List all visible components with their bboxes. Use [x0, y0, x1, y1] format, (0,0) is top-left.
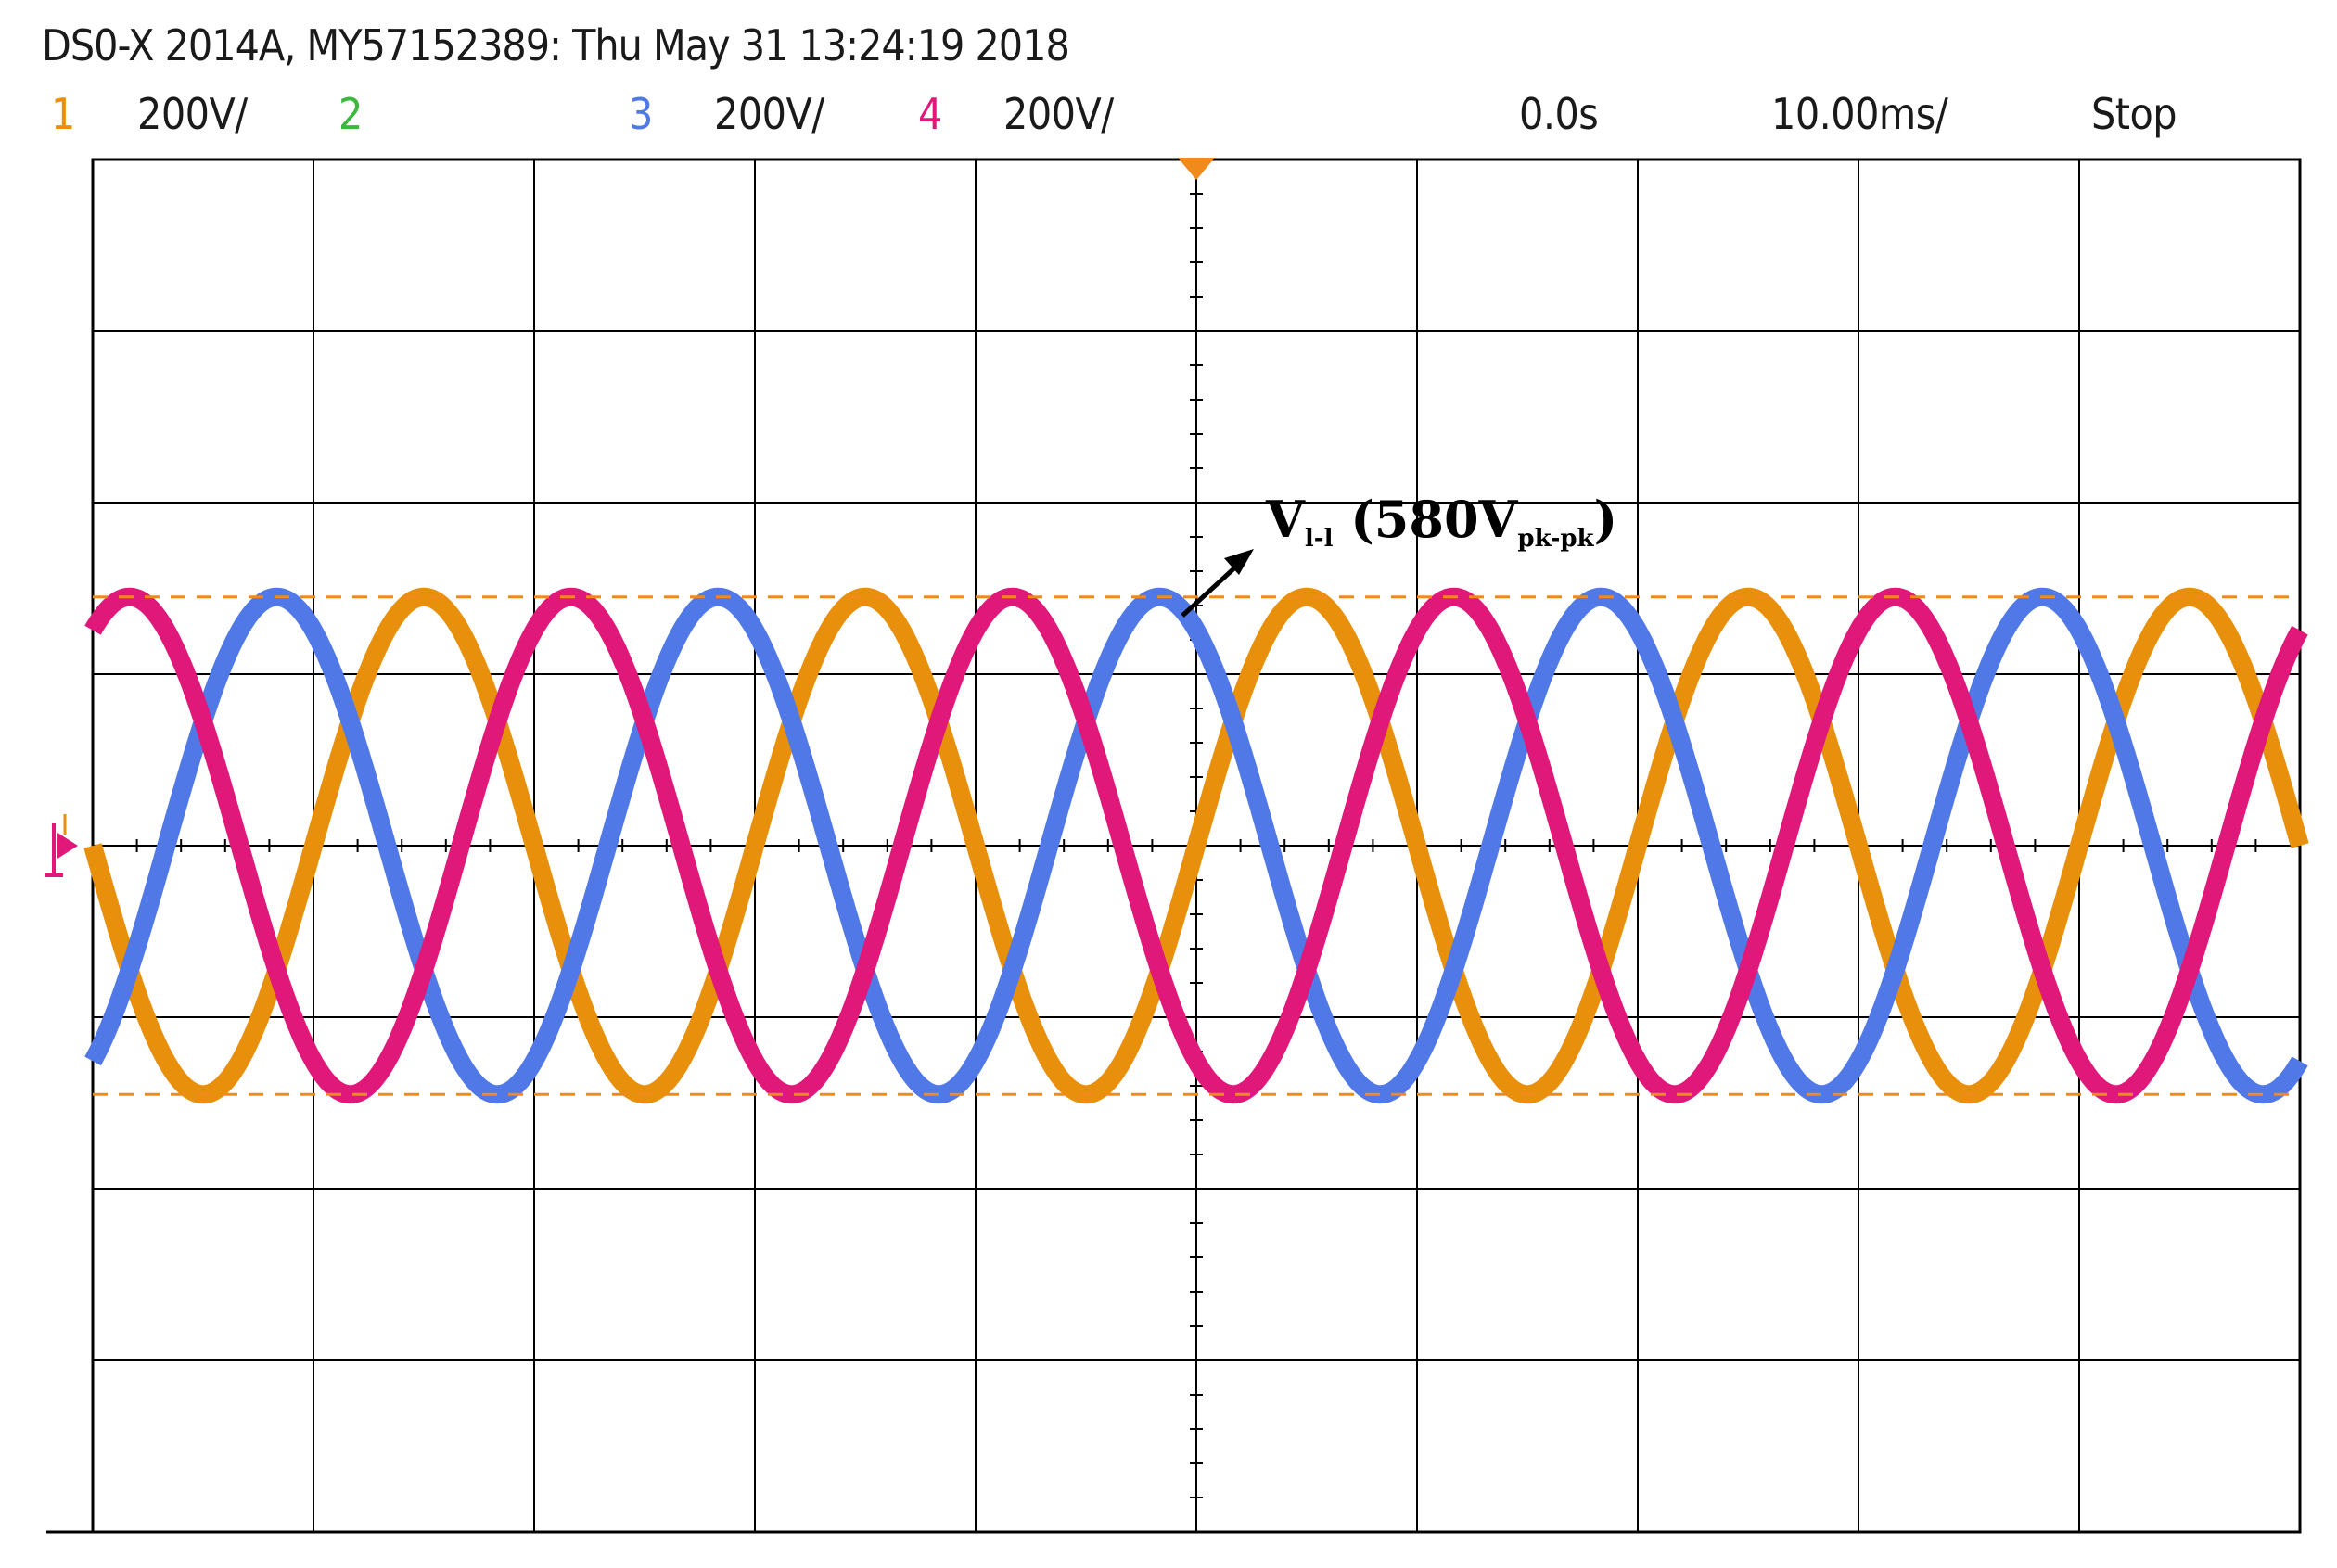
trigger-position-marker [1178, 158, 1215, 180]
vll-annotation: Vl-l (580Vpk-pk) [1266, 490, 1618, 553]
annotation-arrow-icon [1181, 564, 1239, 618]
annotation-sub-pkpk: pk-pk [1517, 525, 1594, 553]
cursor-lines [93, 595, 2300, 1096]
run-state[interactable]: Stop [2091, 89, 2177, 139]
ground-marker-icon [57, 833, 78, 859]
timebase: 10.00ms/ [1771, 89, 1948, 139]
annotation-value: (580V [1333, 490, 1518, 549]
ch3-label[interactable]: 3 [629, 89, 653, 139]
annotation-arrowhead-icon [1224, 549, 1254, 575]
trace-ch3 [84, 587, 2308, 1104]
ch3-scale: 200V/ [714, 89, 824, 139]
trace-ch1 [83, 587, 2309, 1104]
scope-header: DS0-X 2014A, MY57152389: Thu May 31 13:2… [42, 20, 1070, 70]
ch4-scale: 200V/ [1003, 89, 1114, 139]
annotation-main: V [1266, 490, 1305, 549]
ch1-label[interactable]: 1 [51, 89, 75, 139]
ch1-scale: 200V/ [137, 89, 248, 139]
annotation-sub-ll: l-l [1304, 525, 1334, 553]
trace-ch4 [84, 587, 2308, 1104]
status-bar: 1 200V/ 2 3 200V/ 4 200V/ 0.0s 10.00ms/ … [0, 89, 2337, 145]
ch2-label[interactable]: 2 [338, 89, 363, 139]
markers [45, 158, 1254, 877]
ch4-label[interactable]: 4 [918, 89, 942, 139]
time-offset: 0.0s [1519, 89, 1599, 139]
waveform-traces [83, 587, 2309, 1104]
annotation-close: ) [1593, 490, 1618, 549]
